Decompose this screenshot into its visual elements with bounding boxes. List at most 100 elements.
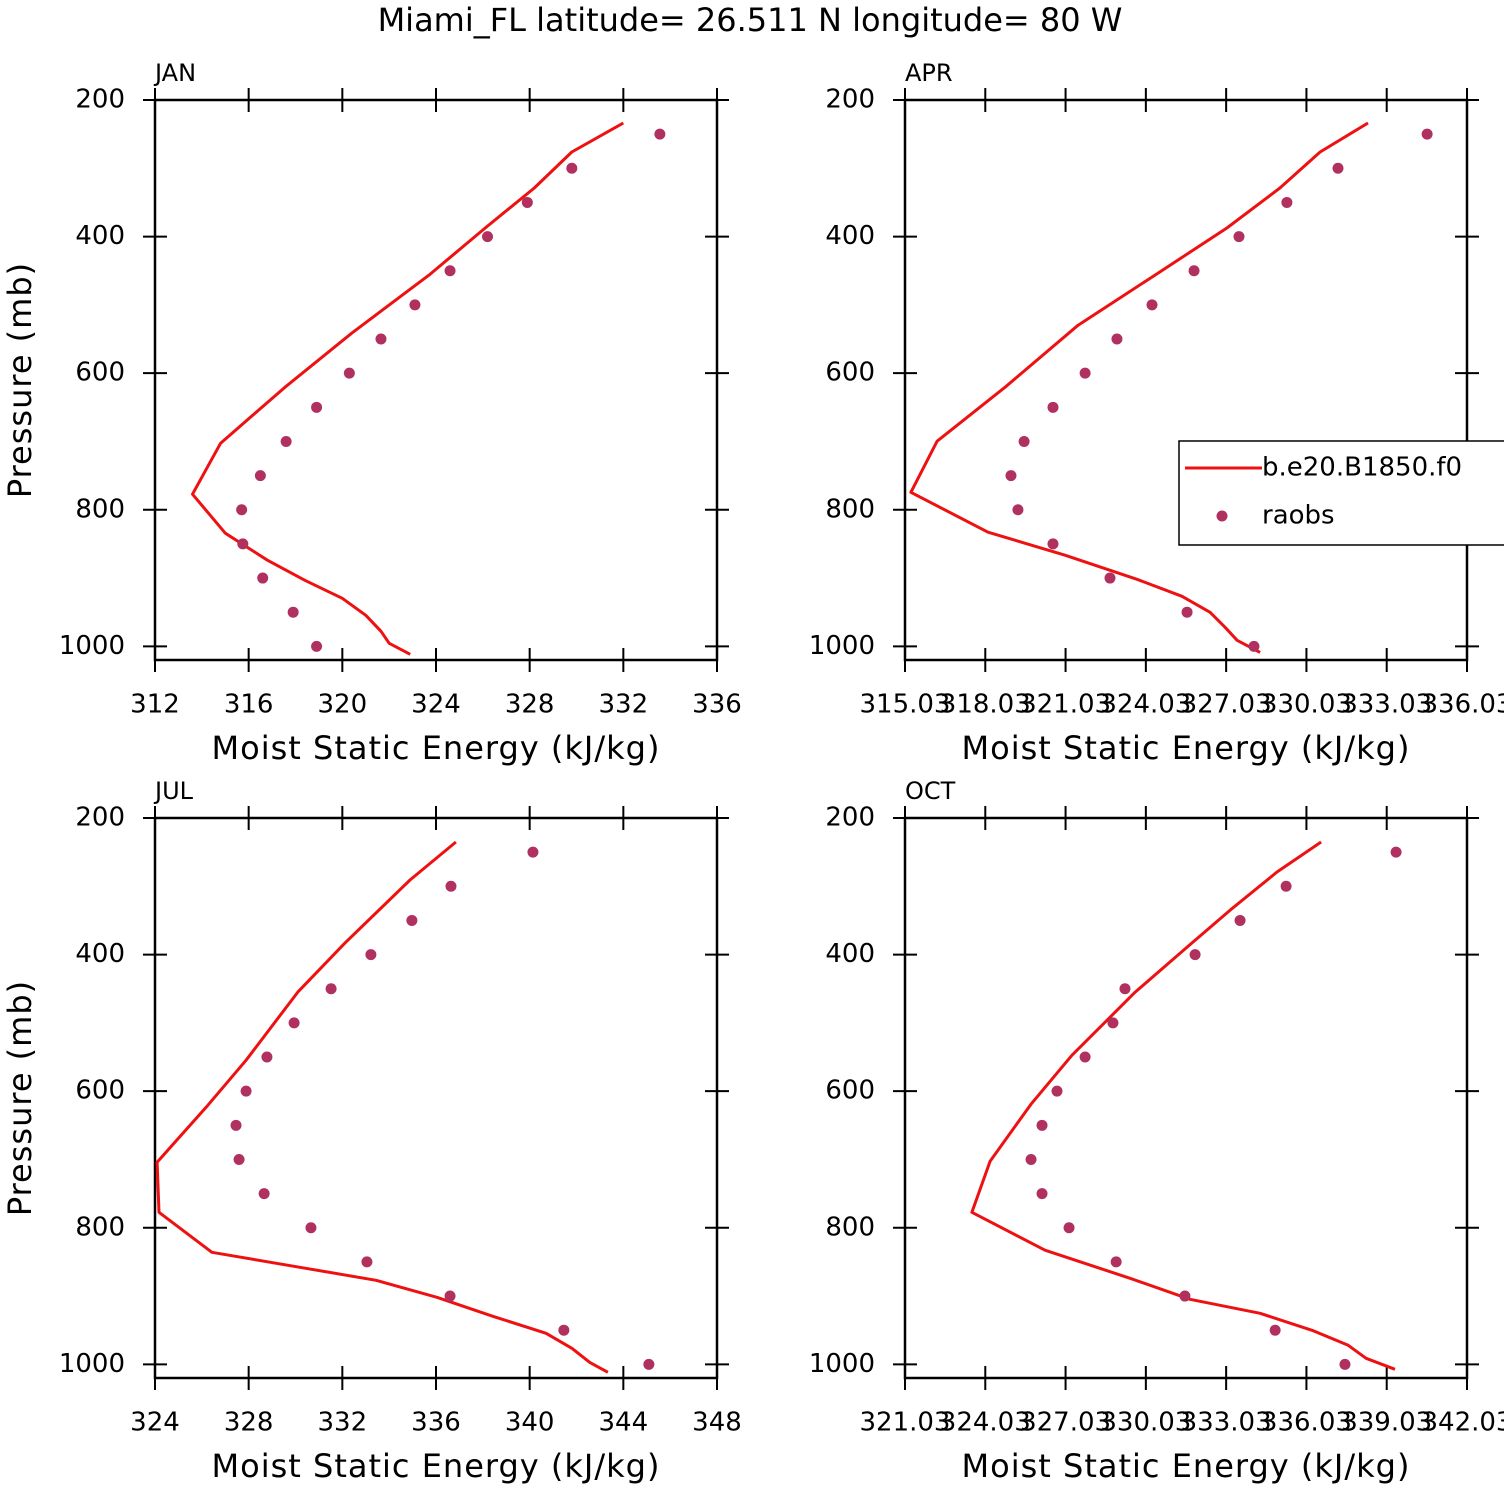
- y-tick-label: 400: [825, 221, 875, 251]
- obs-dot: [1047, 401, 1059, 413]
- obs-dot: [558, 1324, 570, 1336]
- obs-dot: [1036, 1188, 1048, 1200]
- obs-dot: [343, 367, 355, 379]
- obs-dot: [1189, 949, 1201, 961]
- y-tick-label: 600: [75, 358, 125, 388]
- legend-box: [1178, 440, 1504, 546]
- panel-title: OCT: [905, 777, 956, 805]
- legend-dot: [1216, 510, 1228, 522]
- x-tick-label: 316: [224, 690, 274, 720]
- obs-dot: [305, 1222, 317, 1234]
- obs-dot: [1005, 470, 1017, 482]
- obs-dot: [1269, 1324, 1281, 1336]
- obs-dot: [1018, 435, 1030, 447]
- x-tick-label: 340: [505, 1408, 555, 1438]
- obs-dot: [1233, 231, 1245, 243]
- obs-dot: [261, 1051, 273, 1063]
- y-tick-label: 200: [75, 803, 125, 833]
- obs-dot: [1248, 640, 1260, 652]
- panel-title: JUL: [153, 777, 194, 805]
- x-tick-label: 336: [692, 690, 742, 720]
- x-tick-label: 333.03: [1181, 1408, 1272, 1438]
- y-tick-label: 800: [825, 1212, 875, 1242]
- obs-dot: [1339, 1358, 1351, 1370]
- x-tick-label: 327.03: [1181, 690, 1272, 720]
- x-axis-label: Moist Static Energy (kJ/kg): [962, 729, 1411, 767]
- obs-dot: [365, 949, 377, 961]
- plot-frame: [903, 816, 1469, 1380]
- y-tick-label: 1000: [59, 1349, 125, 1379]
- x-tick-label: 332: [318, 1408, 368, 1438]
- obs-dot: [1188, 265, 1200, 277]
- x-axis-label: Moist Static Energy (kJ/kg): [962, 1447, 1411, 1485]
- y-tick-label: 200: [825, 803, 875, 833]
- obs-dot: [361, 1256, 373, 1268]
- x-tick-label: 336.03: [1422, 690, 1504, 720]
- panel: JUL 324 328 332 336 340 344 348 200 400 600 800 1000…: [1, 777, 742, 1485]
- obs-dot: [240, 1085, 252, 1097]
- obs-dot: [1119, 983, 1131, 995]
- obs-dot: [406, 914, 418, 926]
- x-tick-label: 333.03: [1341, 690, 1432, 720]
- legend-label: raobs: [1262, 501, 1335, 531]
- plot-frame: [153, 816, 719, 1380]
- x-tick-label: 324.03: [940, 1408, 1031, 1438]
- obs-dot: [1051, 1085, 1063, 1097]
- x-tick-label: 332: [599, 690, 649, 720]
- obs-dot: [237, 538, 249, 550]
- x-tick-label: 315.03: [860, 690, 951, 720]
- obs-dot: [1107, 1017, 1119, 1029]
- x-tick-label: 324: [130, 1408, 180, 1438]
- legend: b.e20.B1850.f0 raobs: [1178, 440, 1504, 546]
- obs-dot: [258, 1188, 270, 1200]
- y-tick-label: 800: [75, 494, 125, 524]
- obs-dot: [1111, 333, 1123, 345]
- model-line: [191, 121, 625, 656]
- x-tick-label: 321.03: [860, 1408, 951, 1438]
- obs-dot: [643, 1358, 655, 1370]
- y-tick-label: 1000: [809, 1349, 875, 1379]
- obs-dot: [1079, 1051, 1091, 1063]
- obs-dot: [1025, 1153, 1037, 1165]
- x-tick-label: 312: [130, 690, 180, 720]
- y-tick-label: 200: [75, 85, 125, 115]
- y-tick-label: 600: [825, 1076, 875, 1106]
- obs-dot: [1047, 538, 1059, 550]
- obs-dot: [311, 401, 323, 413]
- obs-dot: [1036, 1119, 1048, 1131]
- x-tick-label: 336: [411, 1408, 461, 1438]
- obs-dot: [288, 1017, 300, 1029]
- obs-dot: [1234, 914, 1246, 926]
- x-axis-label: Moist Static Energy (kJ/kg): [212, 729, 661, 767]
- obs-dot: [1390, 846, 1402, 858]
- obs-dot: [287, 606, 299, 618]
- obs-dot: [1179, 1290, 1191, 1302]
- model-line: [909, 121, 1369, 654]
- x-tick-label: 330.03: [1100, 1408, 1191, 1438]
- panel: OCT321.03324.03327.03330.03333.03336.033…: [809, 777, 1504, 1485]
- x-tick-label: 327.03: [1020, 1408, 1111, 1438]
- x-tick-label: 324.03: [1100, 690, 1191, 720]
- obs-dot: [257, 572, 269, 584]
- obs-dot: [236, 504, 248, 516]
- y-tick-label: 1000: [59, 631, 125, 661]
- obs-dot: [1063, 1222, 1075, 1234]
- obs-dot: [527, 846, 539, 858]
- x-tick-label: 336.03: [1261, 1408, 1352, 1438]
- x-tick-label: 348: [692, 1408, 742, 1438]
- obs-dot: [521, 196, 533, 208]
- figure-title: Miami_FL latitude= 26.511 N longitude= 8…: [378, 1, 1123, 39]
- obs-dot: [325, 983, 337, 995]
- obs-dot: [1079, 367, 1091, 379]
- y-axis-label: Pressure (mb): [1, 980, 39, 1216]
- obs-dot: [409, 299, 421, 311]
- plot-frame: [153, 98, 719, 662]
- y-tick-label: 800: [75, 1212, 125, 1242]
- legend-label: b.e20.B1850.f0: [1262, 453, 1462, 483]
- x-tick-label: 324: [411, 690, 461, 720]
- panel: APR315.03318.03321.03324.03327.03330.033…: [809, 59, 1504, 767]
- obs-dot: [1181, 606, 1193, 618]
- obs-dot: [1012, 504, 1024, 516]
- obs-dot: [444, 265, 456, 277]
